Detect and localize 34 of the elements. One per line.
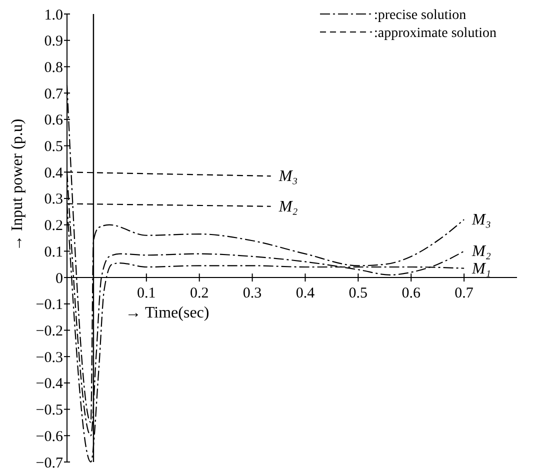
- x-tick-label: 0.1: [137, 286, 156, 302]
- y-tick-label: −0.1: [36, 297, 63, 314]
- x-tick-label: 0.4: [296, 286, 316, 302]
- x-tick-label: 0.3: [242, 286, 262, 302]
- x-tick-label: 0.5: [348, 286, 368, 302]
- y-tick-label: 0.7: [44, 86, 64, 102]
- y-tick-label: 0.6: [44, 112, 64, 129]
- x-tick-label: 0.6: [402, 286, 421, 302]
- y-tick-label: 0.2: [44, 218, 63, 234]
- y-axis-title: → Input power (p.u): [9, 118, 26, 252]
- y-tick-label: −0.3: [36, 350, 63, 366]
- y-tick-label: −0.5: [36, 402, 63, 419]
- y-tick-label: −0.7: [36, 455, 64, 471]
- series-label: M₃: [278, 168, 298, 186]
- y-tick-label: 0.8: [44, 60, 63, 76]
- series-label: M₁: [471, 260, 491, 278]
- y-tick-label: 0.9: [44, 34, 63, 50]
- x-axis-title: → Time(sec): [125, 304, 210, 322]
- y-tick-label: −0.6: [36, 428, 64, 445]
- y-tick-label: 0.4: [44, 165, 64, 182]
- x-tick-label: 0.7: [454, 286, 474, 302]
- y-tick-label: 0.3: [44, 192, 63, 208]
- y-tick-label: 0: [56, 270, 63, 287]
- annotation: :approximate solution: [374, 26, 496, 41]
- series-label: M₂: [471, 243, 492, 260]
- x-tick-label: 0.2: [190, 286, 209, 302]
- series-label: M₂: [278, 198, 298, 216]
- series-label: M₃: [471, 212, 491, 229]
- annotation: :precise solution: [374, 8, 466, 23]
- y-tick-label: 1.0: [44, 7, 63, 24]
- y-tick-label: −0.2: [36, 323, 63, 340]
- y-tick-label: 0.1: [44, 244, 63, 260]
- y-tick-label: −0.4: [36, 376, 64, 392]
- y-tick-label: 0.5: [44, 139, 63, 156]
